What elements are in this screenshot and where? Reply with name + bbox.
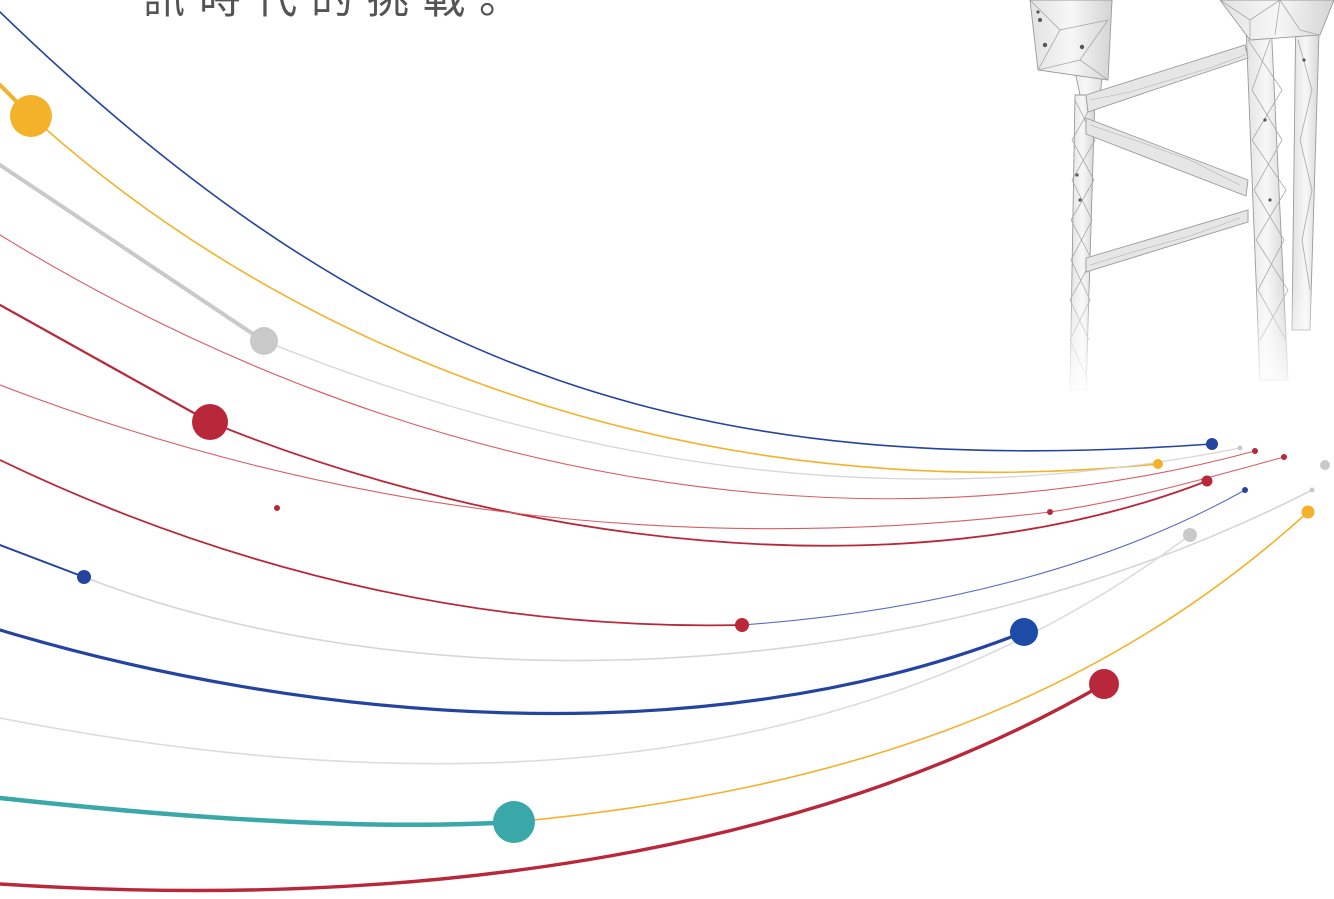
dot-red-tiny-2 [1047, 509, 1053, 515]
headline-text: 訊時代的挑戰。 [143, 0, 535, 20]
dot-grey-end-3 [1309, 487, 1315, 493]
dot-red-end-2 [1252, 448, 1258, 454]
curve-grey-lower [0, 534, 1191, 765]
curve-blue-thin [0, 11, 1213, 452]
dot-yellow-end-2 [1301, 505, 1315, 519]
dot-red-end-3 [1281, 454, 1287, 460]
curve-yellow-thin [29, 114, 1159, 474]
dot-yellow-large [10, 95, 52, 137]
dot-blue-end-2 [1242, 487, 1248, 493]
curve-red-thick [0, 682, 1106, 893]
curve-red-medium-2 [209, 421, 1208, 547]
dot-grey-medium [250, 327, 278, 355]
dot-yellow-end [1153, 459, 1163, 469]
curve-grey-thin [261, 339, 1241, 480]
curve-grey-long [83, 489, 1313, 662]
transmission-tower-illustration [1020, 0, 1334, 400]
dot-red-medium [1089, 669, 1119, 699]
curve-red-thin-1 [0, 234, 1256, 500]
curve-blue-thick [0, 628, 1026, 716]
curve-yellow-lower [513, 511, 1309, 823]
dot-red-tiny [274, 505, 280, 511]
curve-red-long [0, 459, 743, 627]
curve-blue-medium [0, 544, 85, 578]
curve-red-thin-2 [0, 384, 1285, 530]
dot-grey-end-2 [1320, 460, 1330, 470]
dot-red-large [192, 404, 228, 440]
curve-teal-thick [0, 795, 517, 827]
dot-red-end-1 [1201, 475, 1213, 487]
dot-blue-medium [1010, 618, 1038, 646]
curve-blue-light-thin [741, 489, 1246, 626]
dot-teal-large [493, 801, 535, 843]
curve-red-medium [0, 303, 212, 424]
dot-grey-end-1 [1237, 445, 1243, 451]
dot-blue-end [1206, 438, 1218, 450]
curve-grey-thick [0, 163, 264, 342]
dot-red-small [735, 618, 749, 632]
dot-blue-small [77, 570, 91, 584]
dot-grey-end-4 [1183, 528, 1197, 542]
